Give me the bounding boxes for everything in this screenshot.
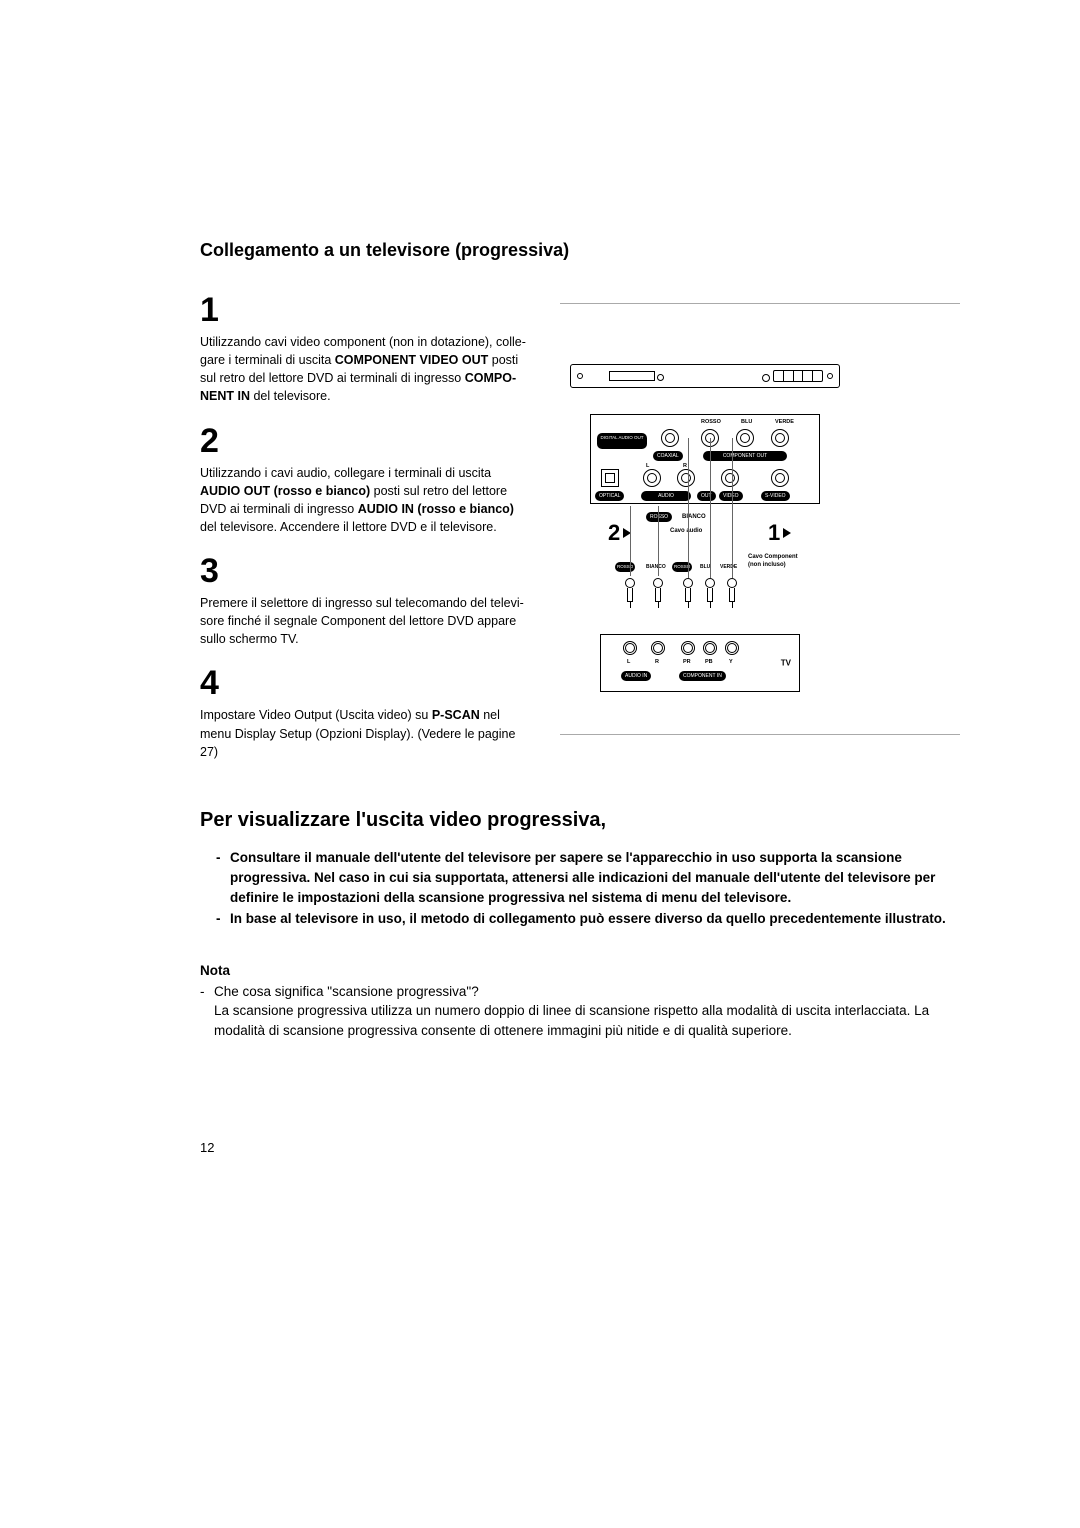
tv-jack-audio-l bbox=[623, 641, 637, 655]
steps-column: 1 Utilizzando cavi video component (non … bbox=[200, 293, 530, 761]
plug-pb bbox=[705, 578, 715, 604]
label-video: VIDEO bbox=[719, 491, 743, 501]
jack-pb-out bbox=[736, 429, 754, 447]
step-4-bold-a: P-SCAN bbox=[432, 708, 480, 722]
plug-audio-l bbox=[625, 578, 635, 604]
jack-optical bbox=[601, 469, 619, 487]
label-l: L bbox=[646, 463, 649, 469]
callout-2-number: 2 bbox=[608, 520, 620, 546]
step-2-body: Utilizzando i cavi audio, collegare i te… bbox=[200, 464, 530, 537]
label-out: OUT bbox=[697, 491, 716, 501]
tv-label: TV bbox=[781, 659, 791, 668]
nota-question: Che cosa significa "scansione progressiv… bbox=[214, 982, 960, 1002]
tv-label-y: Y bbox=[729, 659, 733, 665]
label-audio: AUDIO bbox=[641, 491, 691, 501]
plug-y bbox=[727, 578, 737, 604]
tv-label-l: L bbox=[627, 659, 630, 665]
connection-diagram: ROSSO BLU VERDE DIGITAL AUDIO OUT COAXIA… bbox=[570, 344, 840, 694]
callout-2: 2 bbox=[608, 520, 631, 546]
nota-label: Nota bbox=[200, 963, 960, 978]
label-svideo: S-VIDEO bbox=[761, 491, 790, 501]
chip-rosso: ROSSO bbox=[646, 512, 672, 522]
chip-blu-2: BLU bbox=[700, 564, 710, 570]
bold-notes: -Consultare il manuale dell'utente del t… bbox=[200, 848, 960, 929]
plug-audio-r bbox=[653, 578, 663, 604]
label-cavo-component: Cavo Component bbox=[748, 554, 798, 560]
wire-pr bbox=[688, 438, 689, 578]
step-4-body: Impostare Video Output (Uscita video) su… bbox=[200, 706, 530, 760]
wire-pb bbox=[710, 438, 711, 578]
chip-verde-2: VERDE bbox=[720, 564, 737, 570]
jack-audio-r bbox=[677, 469, 695, 487]
tv-label-audio-in: AUDIO IN bbox=[621, 671, 651, 681]
tv-label-pr: PR bbox=[683, 659, 691, 665]
step-2-bold-b: AUDIO IN (rosso e bianco) bbox=[358, 502, 514, 516]
nota-answer: La scansione progressiva utilizza un num… bbox=[214, 1001, 960, 1040]
chip-bianco: BIANCO bbox=[682, 514, 706, 520]
tv-label-component-in: COMPONENT IN bbox=[679, 671, 726, 681]
tv-label-pb: PB bbox=[705, 659, 713, 665]
step-1-number: 1 bbox=[200, 293, 530, 327]
bold-note-2: In base al televisore in uso, il metodo … bbox=[230, 909, 946, 929]
step-1-bold-a: COMPONENT VIDEO OUT bbox=[335, 353, 488, 367]
step-3-body: Premere il selettore di ingresso sul tel… bbox=[200, 594, 530, 648]
step-3-number: 3 bbox=[200, 554, 530, 588]
wire-y bbox=[732, 438, 733, 578]
jack-svideo bbox=[771, 469, 789, 487]
step-2-text-c: del televisore. Accendere il lettore DVD… bbox=[200, 520, 497, 534]
section-title: Collegamento a un televisore (progressiv… bbox=[200, 240, 960, 261]
tv-jack-pb bbox=[703, 641, 717, 655]
label-component-out: COMPONENT OUT bbox=[703, 451, 787, 461]
tv-jack-y bbox=[725, 641, 739, 655]
plug-pr bbox=[683, 578, 693, 604]
bold-note-1: Consultare il manuale dell'utente del te… bbox=[230, 848, 960, 909]
step-2-bold-a: AUDIO OUT (rosso e bianco) bbox=[200, 484, 370, 498]
step-2-text-a: Utilizzando i cavi audio, collegare i te… bbox=[200, 466, 491, 480]
label-digital-audio-out: DIGITAL AUDIO OUT bbox=[597, 433, 647, 449]
callout-1: 1 bbox=[768, 520, 791, 546]
dvd-player-rear-panel-icon: ROSSO BLU VERDE DIGITAL AUDIO OUT COAXIA… bbox=[590, 414, 820, 504]
tv-jack-audio-r bbox=[651, 641, 665, 655]
chip-rosso-3: ROSSO bbox=[672, 562, 692, 572]
nota-body: - Che cosa significa "scansione progress… bbox=[200, 982, 960, 1041]
step-2-number: 2 bbox=[200, 424, 530, 458]
tv-label-r: R bbox=[655, 659, 659, 665]
label-rosso: ROSSO bbox=[701, 419, 721, 425]
jack-video bbox=[721, 469, 739, 487]
jack-coaxial bbox=[661, 429, 679, 447]
dvd-player-front-icon bbox=[570, 364, 840, 388]
subtitle: Per visualizzare l'uscita video progress… bbox=[200, 809, 960, 832]
triangle-right-icon bbox=[783, 528, 791, 538]
label-optical: OPTICAL bbox=[595, 491, 624, 501]
step-1-body: Utilizzando cavi video component (non in… bbox=[200, 333, 530, 406]
tv-box-icon: L R PR PB Y AUDIO IN COMPONENT IN TV bbox=[600, 634, 800, 692]
label-verde: VERDE bbox=[775, 419, 794, 425]
jack-y-out bbox=[771, 429, 789, 447]
chip-rosso-2: ROSSO bbox=[615, 562, 635, 572]
callout-1-number: 1 bbox=[768, 520, 780, 546]
chip-bianco-2: BIANCO bbox=[646, 564, 666, 570]
wire-audio-r bbox=[658, 506, 659, 576]
tv-jack-pr bbox=[681, 641, 695, 655]
step-4-number: 4 bbox=[200, 666, 530, 700]
step-1-text-c: del televisore. bbox=[250, 389, 331, 403]
label-r: R bbox=[683, 463, 687, 469]
diagram-column: ROSSO BLU VERDE DIGITAL AUDIO OUT COAXIA… bbox=[560, 293, 960, 735]
step-4-text-a: Impostare Video Output (Uscita video) su bbox=[200, 708, 432, 722]
label-non-incluso: (non incluso) bbox=[748, 562, 786, 568]
label-cavo-audio: Cavo audio bbox=[670, 528, 702, 534]
jack-audio-l bbox=[643, 469, 661, 487]
label-coaxial: COAXIAL bbox=[653, 451, 683, 461]
label-blu: BLU bbox=[741, 419, 752, 425]
wire-audio-l bbox=[630, 506, 631, 576]
page-number: 12 bbox=[200, 1140, 960, 1155]
